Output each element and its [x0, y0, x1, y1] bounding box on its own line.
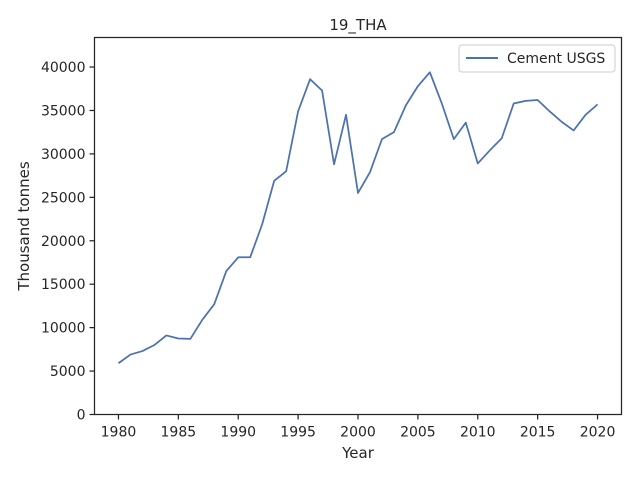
y-tick-label: 25000	[41, 190, 86, 206]
y-tick-label: 30000	[41, 147, 86, 163]
y-tick-label: 15000	[41, 277, 86, 293]
y-tick-label: 20000	[41, 234, 86, 250]
y-tick-label: 35000	[41, 103, 86, 119]
y-tick-label: 5000	[50, 364, 86, 380]
y-axis: 0 5000 10000 15000 20000 25000 30000 35000 40000	[41, 60, 95, 424]
x-tick-label: 1985	[161, 425, 197, 441]
chart-title: 19_THA	[329, 16, 387, 35]
y-axis-label: Thousand tonnes	[15, 161, 33, 291]
x-tick-label: 2010	[460, 425, 496, 441]
series-layer	[117, 71, 599, 364]
legend-label: Cement USGS	[507, 51, 605, 67]
x-axis: 1980 1985 1990 1995 2000 2005 2010 2015 2020	[101, 414, 616, 441]
x-tick-label: 2005	[400, 425, 436, 441]
plot-frame	[93, 36, 623, 416]
x-axis-label: Year	[341, 444, 375, 462]
y-tick-label: 40000	[41, 60, 86, 76]
x-tick-label: 2015	[520, 425, 556, 441]
x-tick-label: 2020	[580, 425, 616, 441]
legend-box	[458, 44, 616, 73]
y-tick-label: 10000	[41, 321, 86, 337]
legend: Cement USGS	[458, 44, 616, 73]
x-tick-label: 2000	[340, 425, 376, 441]
y-tick-label: 0	[77, 408, 86, 424]
x-tick-label: 1980	[101, 425, 137, 441]
x-tick-label: 1990	[220, 425, 256, 441]
x-tick-label: 1995	[280, 425, 316, 441]
series-line-0	[117, 71, 599, 364]
